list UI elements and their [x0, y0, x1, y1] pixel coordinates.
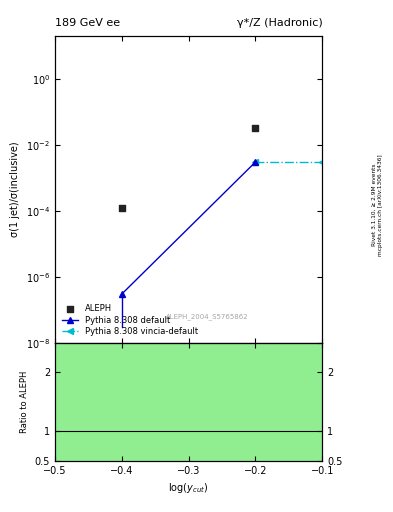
- X-axis label: log($y_{cut}$): log($y_{cut}$): [169, 481, 209, 495]
- Line: Pythia 8.308 default: Pythia 8.308 default: [118, 159, 259, 297]
- Pythia 8.308 default: [119, 291, 124, 297]
- ALEPH: [119, 204, 125, 212]
- Text: Rivet 3.1.10, ≥ 2.9M events
mcplots.cern.ch [arXiv:1306.3436]: Rivet 3.1.10, ≥ 2.9M events mcplots.cern…: [372, 154, 383, 255]
- Pythia 8.308 vincia-default: [253, 159, 258, 165]
- Text: γ*/Z (Hadronic): γ*/Z (Hadronic): [237, 18, 322, 28]
- Pythia 8.308 vincia-default: [320, 159, 325, 165]
- Y-axis label: σ(1 jet)/σ(inclusive): σ(1 jet)/σ(inclusive): [10, 141, 20, 237]
- Line: Pythia 8.308 vincia-default: Pythia 8.308 vincia-default: [252, 159, 326, 165]
- Legend: ALEPH, Pythia 8.308 default, Pythia 8.308 vincia-default: ALEPH, Pythia 8.308 default, Pythia 8.30…: [59, 302, 201, 338]
- Text: ALEPH_2004_S5765862: ALEPH_2004_S5765862: [166, 313, 249, 320]
- Text: 189 GeV ee: 189 GeV ee: [55, 18, 120, 28]
- Y-axis label: Ratio to ALEPH: Ratio to ALEPH: [20, 371, 29, 433]
- ALEPH: [252, 124, 259, 132]
- Pythia 8.308 default: [253, 159, 258, 165]
